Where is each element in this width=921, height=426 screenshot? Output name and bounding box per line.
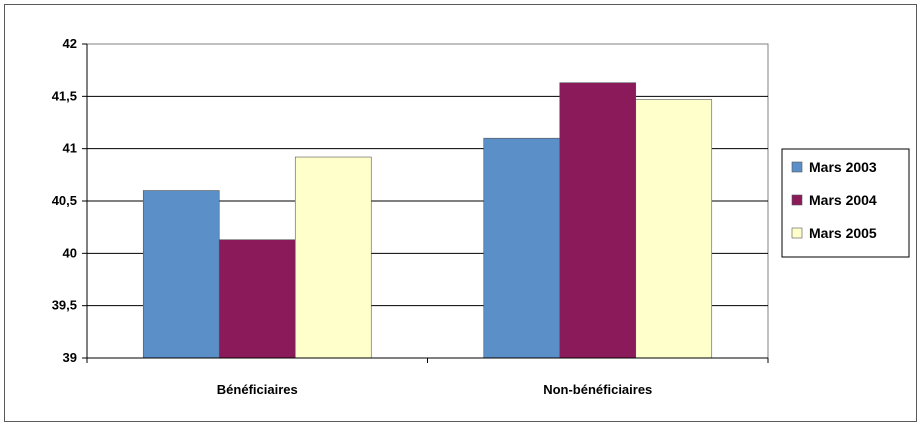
y-tick-label: 41	[63, 141, 77, 156]
x-category-label: Bénéficiaires	[217, 382, 298, 397]
legend-swatch	[791, 161, 803, 173]
legend: Mars 2003 Mars 2004 Mars 2005	[781, 148, 910, 258]
legend-label: Mars 2003	[809, 159, 877, 175]
legend-label: Mars 2005	[809, 225, 877, 241]
bar	[635, 99, 713, 359]
bar	[559, 82, 637, 359]
legend-swatch	[791, 194, 803, 206]
bar	[294, 156, 372, 359]
legend-label: Mars 2004	[809, 192, 877, 208]
bars	[142, 82, 713, 359]
y-tick-label: 39	[63, 350, 77, 365]
legend-swatch	[791, 227, 803, 239]
y-tick-label: 39,5	[52, 298, 77, 313]
legend-box	[781, 148, 910, 258]
y-tick-label: 42	[63, 36, 77, 51]
y-tick-label: 40	[63, 245, 77, 260]
axes: 39 39,5 40 40,5 41 41,5 42 Bénéficiaires Non-bén…	[52, 36, 769, 397]
x-category-label: Non-bénéficiaires	[543, 382, 652, 397]
y-tick-label: 41,5	[52, 88, 77, 103]
bar	[142, 190, 220, 359]
bar	[218, 239, 296, 359]
y-tick-label: 40,5	[52, 193, 77, 208]
bar	[483, 137, 561, 359]
